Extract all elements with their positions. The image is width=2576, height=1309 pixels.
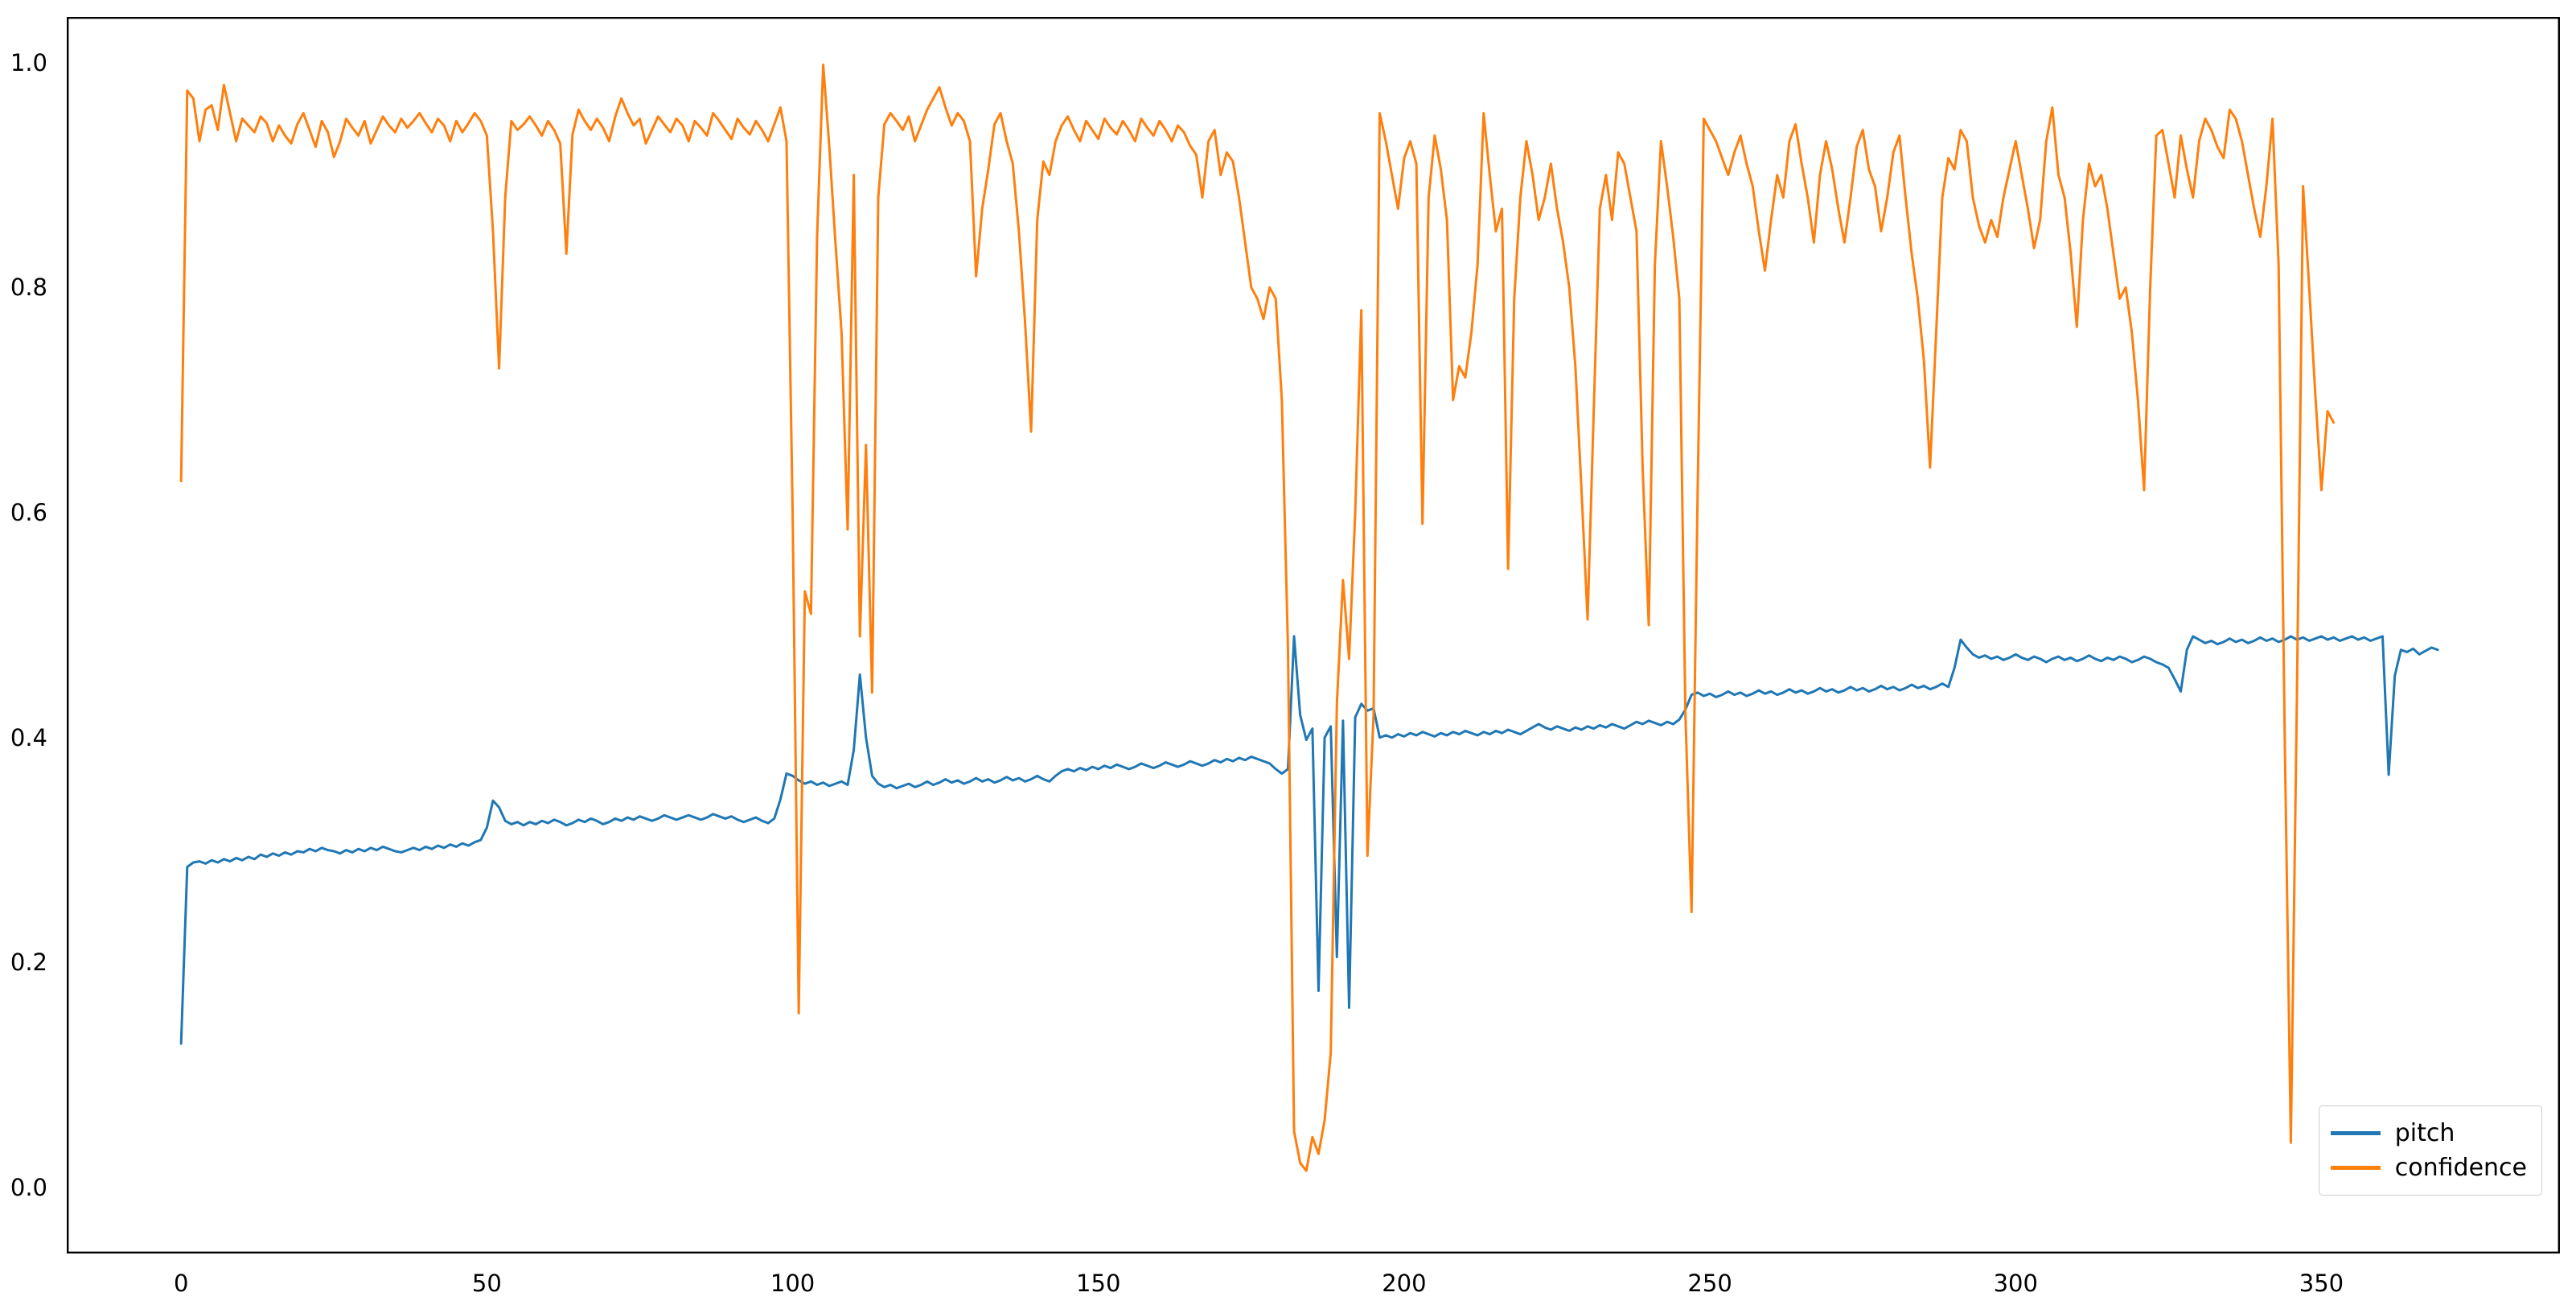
plot-canvas — [67, 17, 2560, 1253]
legend-box[interactable]: pitch confidence — [2318, 1105, 2542, 1196]
x-tick-label: 250 — [1687, 1270, 1732, 1297]
x-tick-label: 100 — [770, 1270, 816, 1297]
legend-swatch-confidence — [2330, 1166, 2381, 1170]
y-tick-label: 1.0 — [10, 48, 47, 76]
y-tick-label: 0.2 — [10, 949, 47, 977]
y-tick-label: 0.6 — [10, 499, 47, 527]
x-tick-label: 0 — [173, 1270, 189, 1297]
legend-swatch-pitch — [2330, 1131, 2381, 1135]
line-series-confidence — [181, 64, 2333, 1171]
y-tick-label: 0.4 — [10, 723, 47, 751]
x-tick-label: 300 — [1993, 1270, 2038, 1297]
line-series-pitch — [181, 636, 2438, 1043]
axis-spines — [67, 17, 2560, 1253]
y-tick-label: 0.0 — [10, 1174, 47, 1202]
plot-axes: 1.0 0.8 0.6 0.4 0.2 0.0 0 50 100 150 200 250 300 350 … — [10, 17, 2560, 1297]
legend-label-confidence: confidence — [2394, 1154, 2527, 1182]
x-tick-label: 150 — [1076, 1270, 1121, 1297]
x-tick-label: 350 — [2299, 1270, 2344, 1297]
axis-ticks — [67, 63, 2321, 1253]
x-tick-label: 50 — [471, 1270, 502, 1297]
y-tick-label: 0.8 — [10, 274, 47, 302]
legend-label-pitch: pitch — [2394, 1119, 2455, 1147]
legend-entry-confidence[interactable]: confidence — [2330, 1151, 2527, 1185]
series-layer — [181, 64, 2438, 1171]
x-tick-label: 200 — [1382, 1270, 1427, 1297]
legend-entry-pitch[interactable]: pitch — [2330, 1116, 2527, 1151]
